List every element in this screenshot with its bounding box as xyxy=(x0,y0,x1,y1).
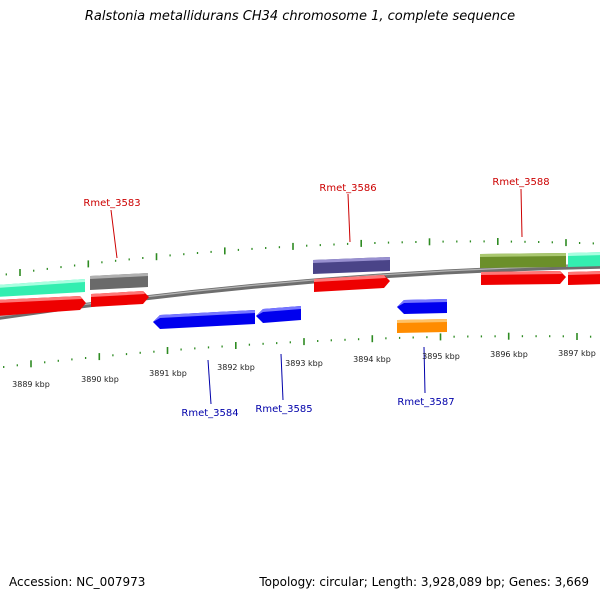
cds-rmet-3587-top xyxy=(397,299,447,307)
cds-rmet-3583-top xyxy=(91,291,145,297)
feature-orange-top xyxy=(397,319,447,323)
scale-label-3895: 3895 kbp xyxy=(422,352,460,361)
scale-label-3892: 3892 kbp xyxy=(217,363,255,372)
cds-rmet-3588-top xyxy=(481,271,562,275)
gene-label-rmet-3584[interactable]: Rmet_3584 xyxy=(181,408,238,419)
label-line-rmet-3584 xyxy=(207,359,212,405)
gene-label-rmet-3583[interactable]: Rmet_3583 xyxy=(83,198,140,209)
genome-summary-text: Topology: circular; Length: 3,928,089 bp… xyxy=(259,575,589,589)
cds-red-left-top xyxy=(0,296,82,303)
label-line-rmet-3583 xyxy=(110,209,118,259)
scale-label-3893: 3893 kbp xyxy=(285,359,323,368)
label-line-rmet-3585 xyxy=(280,353,284,401)
feature-teal-right[interactable] xyxy=(568,252,600,267)
inner-tick-marks xyxy=(3,332,592,368)
outer-tick-marks xyxy=(5,238,594,276)
feature-olive-top xyxy=(480,253,566,257)
cds-rmet-3585-top xyxy=(256,306,301,316)
scale-label-3891: 3891 kbp xyxy=(149,369,187,378)
cds-rmet-3586-top xyxy=(314,275,386,282)
gene-label-rmet-3586[interactable]: Rmet_3586 xyxy=(319,183,376,194)
accession-text: Accession: NC_007973 xyxy=(9,575,146,589)
feature-teal-left-top xyxy=(0,279,85,288)
map-title: Ralstonia metallidurans CH34 chromosome … xyxy=(84,9,516,24)
scale-label-3897: 3897 kbp xyxy=(558,349,596,358)
gene-label-rmet-3588[interactable]: Rmet_3588 xyxy=(492,177,549,188)
label-line-rmet-3587 xyxy=(423,346,426,394)
scale-label-3890: 3890 kbp xyxy=(81,375,119,384)
feature-teal-right-top xyxy=(568,252,600,256)
feature-purple-top xyxy=(313,257,390,263)
scale-label-3889: 3889 kbp xyxy=(12,380,50,389)
cds-rmet-3584-top xyxy=(153,310,255,322)
gene-label-rmet-3585[interactable]: Rmet_3585 xyxy=(255,404,312,415)
scale-label-3894: 3894 kbp xyxy=(353,355,391,364)
scale-label-3896: 3896 kbp xyxy=(490,350,528,359)
feature-gray-top xyxy=(90,273,148,279)
cds-red-right-top xyxy=(568,271,600,275)
label-line-rmet-3588 xyxy=(520,188,523,238)
label-line-rmet-3586 xyxy=(347,193,351,243)
gene-label-rmet-3587[interactable]: Rmet_3587 xyxy=(397,397,454,408)
